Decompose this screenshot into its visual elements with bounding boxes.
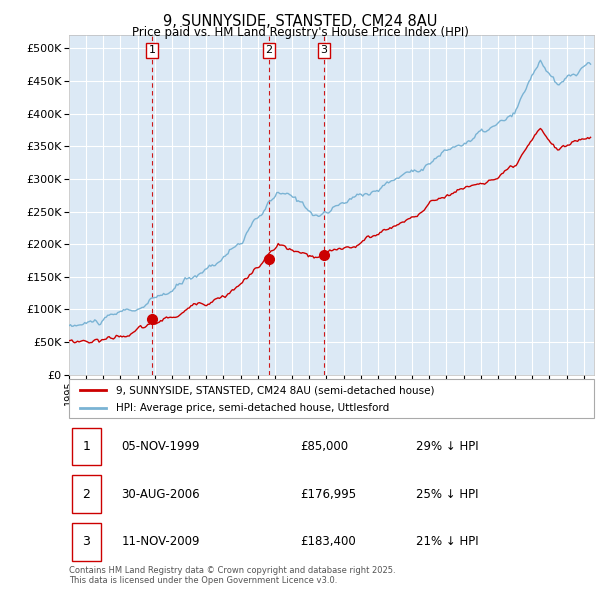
Text: HPI: Average price, semi-detached house, Uttlesford: HPI: Average price, semi-detached house,… xyxy=(116,403,389,413)
Text: £183,400: £183,400 xyxy=(300,535,356,548)
Text: 25% ↓ HPI: 25% ↓ HPI xyxy=(415,487,478,501)
Text: Contains HM Land Registry data © Crown copyright and database right 2025.
This d: Contains HM Land Registry data © Crown c… xyxy=(69,566,395,585)
Text: 21% ↓ HPI: 21% ↓ HPI xyxy=(415,535,478,548)
Text: 3: 3 xyxy=(320,45,328,55)
Text: 1: 1 xyxy=(149,45,155,55)
FancyBboxPatch shape xyxy=(71,476,101,513)
Text: 2: 2 xyxy=(265,45,272,55)
Text: Price paid vs. HM Land Registry's House Price Index (HPI): Price paid vs. HM Land Registry's House … xyxy=(131,26,469,39)
Text: 11-NOV-2009: 11-NOV-2009 xyxy=(121,535,200,548)
Text: 3: 3 xyxy=(82,535,90,548)
FancyBboxPatch shape xyxy=(71,523,101,560)
Text: £176,995: £176,995 xyxy=(300,487,356,501)
Text: 2: 2 xyxy=(82,487,90,501)
Text: 9, SUNNYSIDE, STANSTED, CM24 8AU: 9, SUNNYSIDE, STANSTED, CM24 8AU xyxy=(163,14,437,29)
Text: 1: 1 xyxy=(82,440,90,453)
Text: 29% ↓ HPI: 29% ↓ HPI xyxy=(415,440,478,453)
Text: £85,000: £85,000 xyxy=(300,440,348,453)
Text: 30-AUG-2006: 30-AUG-2006 xyxy=(121,487,200,501)
FancyBboxPatch shape xyxy=(71,428,101,465)
FancyBboxPatch shape xyxy=(69,379,594,418)
Text: 05-NOV-1999: 05-NOV-1999 xyxy=(121,440,200,453)
Text: 9, SUNNYSIDE, STANSTED, CM24 8AU (semi-detached house): 9, SUNNYSIDE, STANSTED, CM24 8AU (semi-d… xyxy=(116,385,435,395)
